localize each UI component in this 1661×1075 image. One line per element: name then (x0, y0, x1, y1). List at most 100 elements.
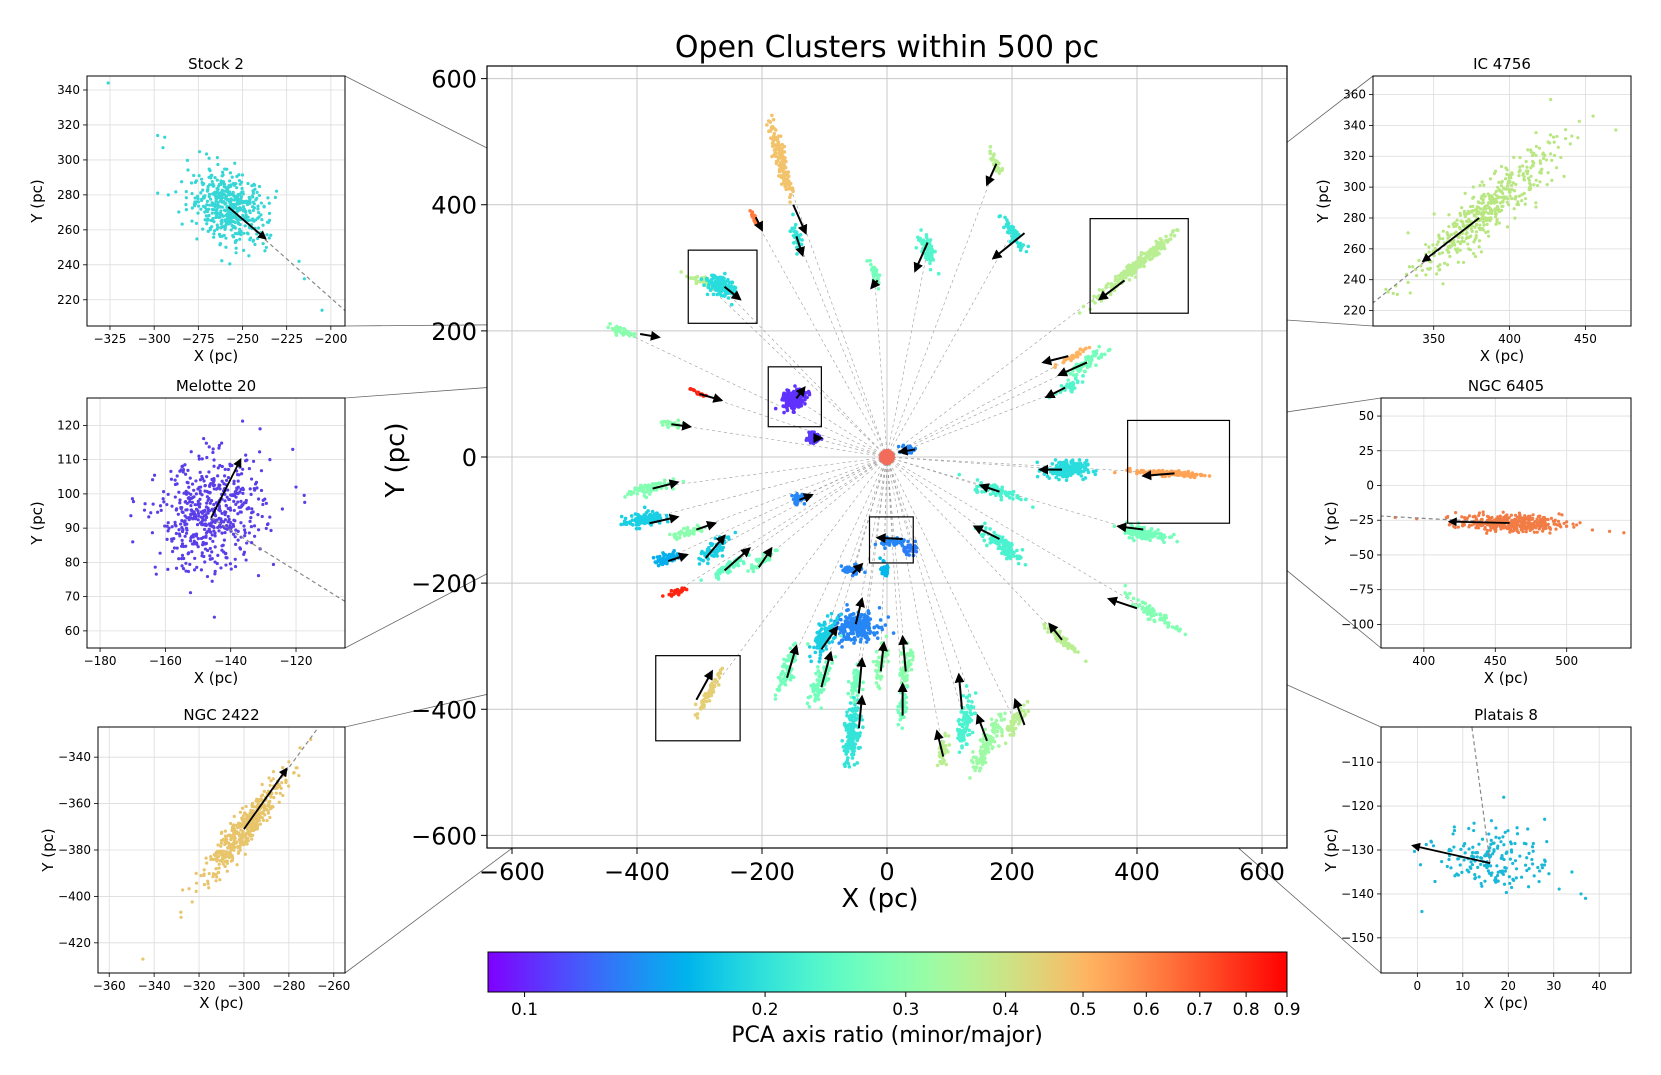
cluster-point (771, 141, 775, 145)
cluster-point (1151, 607, 1155, 611)
cluster-point (887, 660, 891, 664)
inset-x-label: X (pc) (194, 347, 239, 365)
inset-y-tick-label: 320 (57, 118, 80, 132)
cluster-point (849, 638, 853, 642)
inset-y-tick-label: 70 (65, 590, 80, 604)
cluster-point (614, 332, 618, 336)
inset-point (238, 206, 241, 209)
cluster-point (739, 559, 743, 563)
inset-point (246, 182, 249, 185)
cluster-point (982, 539, 986, 543)
inset-point (221, 174, 224, 177)
cluster-point (688, 532, 692, 536)
cluster-point (841, 638, 845, 642)
cluster-point (782, 665, 786, 669)
cluster-point (906, 641, 910, 645)
inset-point (244, 224, 247, 227)
cluster-point (1046, 630, 1050, 634)
inset-point (239, 183, 242, 186)
inset-point (229, 562, 232, 565)
inset-point (248, 196, 251, 199)
cluster-point (750, 214, 754, 218)
cluster-point (1169, 237, 1173, 241)
cluster-point (792, 410, 796, 414)
cluster-point (788, 200, 792, 204)
inset-point (170, 505, 173, 508)
inset-point (260, 201, 263, 204)
cluster-point (626, 330, 630, 334)
cluster-point (994, 494, 998, 498)
cluster-point (782, 658, 786, 662)
inset-point (196, 212, 199, 215)
cluster-point (803, 395, 807, 399)
cluster-point (821, 632, 825, 636)
cluster-point (792, 241, 796, 245)
cluster-point (679, 590, 683, 594)
cluster-point (1066, 378, 1070, 382)
cluster-point (1159, 613, 1163, 617)
cluster-point (846, 741, 850, 745)
cluster-point (846, 692, 850, 696)
cluster-point (1154, 240, 1158, 244)
cluster-point (996, 542, 1000, 546)
cluster-point (1069, 383, 1073, 387)
cluster-point (848, 708, 852, 712)
inset-point (235, 239, 238, 242)
cluster-point (660, 420, 664, 424)
cluster-point (814, 687, 818, 691)
cluster-point (965, 696, 969, 700)
cluster-point (887, 541, 891, 545)
cluster-point (926, 250, 930, 254)
inset-point (244, 216, 247, 219)
cluster-point (1130, 270, 1134, 274)
cluster-point (860, 613, 864, 617)
cluster-point (1113, 524, 1117, 528)
cluster-point (636, 492, 640, 496)
cluster-point (1092, 350, 1096, 354)
cluster-point (782, 398, 786, 402)
cluster-point (1026, 700, 1030, 704)
cluster-point (855, 663, 859, 667)
cluster-point (1081, 478, 1085, 482)
inset-point (180, 180, 183, 183)
cluster-point (853, 763, 857, 767)
cluster-point (643, 505, 647, 509)
inset-point (240, 195, 243, 198)
cluster-point (1084, 465, 1088, 469)
cluster-point (973, 769, 977, 773)
cluster-point (806, 642, 810, 646)
cluster-point (846, 756, 850, 760)
cluster-point (1164, 239, 1168, 243)
inset-point (207, 214, 210, 217)
inset-x-tick-label: −200 (314, 332, 347, 346)
cluster-point (670, 589, 674, 593)
cluster-point (900, 716, 904, 720)
cluster-point (1000, 728, 1004, 732)
cluster-point (1079, 348, 1083, 352)
inset-point (256, 207, 259, 210)
inset-y-tick-label: 220 (57, 293, 80, 307)
cluster-point (1100, 353, 1104, 357)
cluster-point (981, 750, 985, 754)
cluster-point (868, 631, 872, 635)
cluster-point (1002, 717, 1006, 721)
cluster-point (1003, 492, 1007, 496)
cluster-point (785, 407, 789, 411)
inset-point (193, 202, 196, 205)
inset-point (174, 495, 177, 498)
cluster-point (1184, 633, 1188, 637)
cluster-point (697, 557, 701, 561)
cluster-point (1055, 464, 1059, 468)
cluster-point (832, 637, 836, 641)
inset-point (228, 262, 231, 265)
cluster-point (784, 173, 788, 177)
inset-point (258, 450, 261, 453)
cluster-point (1014, 727, 1018, 731)
inset-y-tick-label: 340 (57, 83, 80, 97)
cluster-point (1002, 549, 1006, 553)
inset-point (235, 247, 238, 250)
cluster-point (781, 154, 785, 158)
cluster-point (1085, 459, 1089, 463)
y-tick-label: 600 (431, 66, 477, 94)
